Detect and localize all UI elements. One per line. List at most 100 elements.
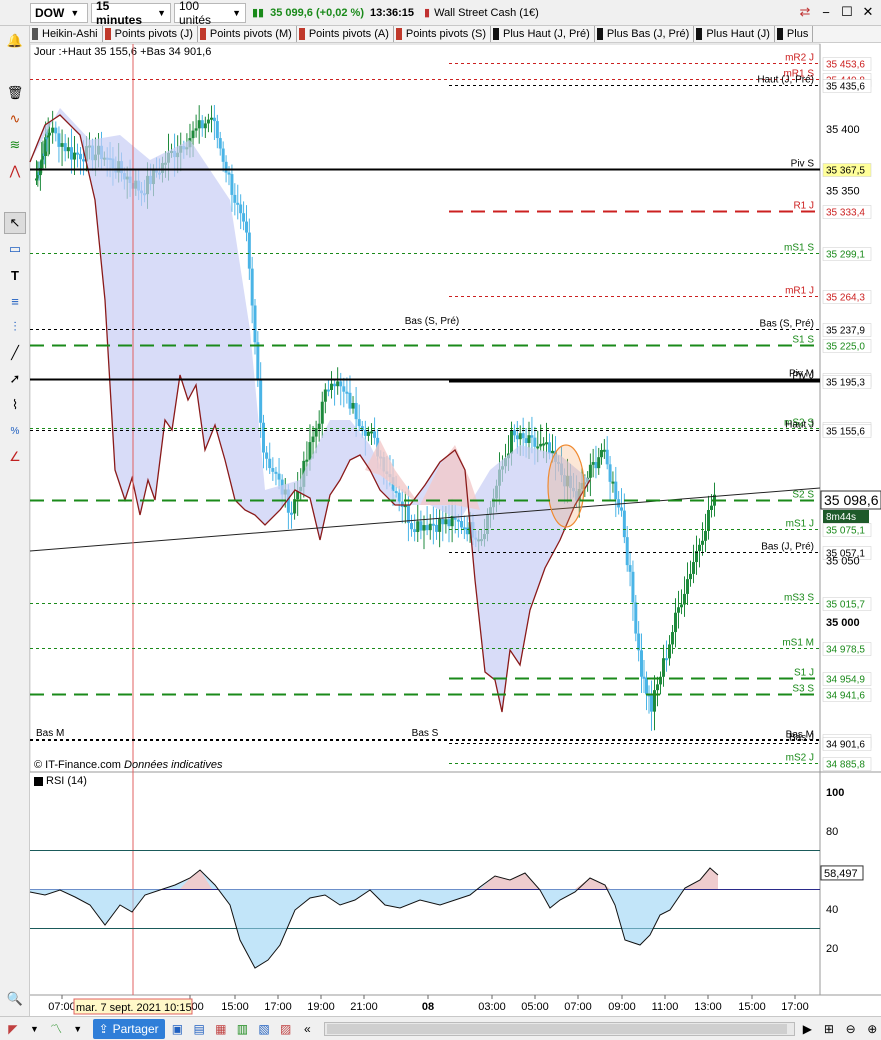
crosshair-time-label: mar. 7 sept. 2021 10:15 xyxy=(76,1002,192,1014)
candle-body xyxy=(363,430,367,436)
compare-icon[interactable]: ▥ xyxy=(236,1021,249,1036)
scroll-right-icon[interactable]: ▶ xyxy=(802,1021,812,1036)
indicator-icon[interactable]: ▦ xyxy=(215,1021,227,1036)
sync-icon[interactable]: ⇄ xyxy=(799,4,811,19)
swatch xyxy=(776,28,783,40)
tab-indicator[interactable]: Points pivots (S) xyxy=(394,26,491,42)
scroll-left-icon[interactable]: « xyxy=(303,1021,311,1036)
zoom-in-icon[interactable]: ⊕ xyxy=(867,1021,878,1036)
countdown-label: 8m44s xyxy=(826,512,856,523)
chevron-down-icon[interactable]: ▼ xyxy=(73,1023,83,1034)
line-tool-icon[interactable]: ╱ xyxy=(11,345,19,360)
units-select[interactable]: 100 unités ▼ xyxy=(174,0,246,27)
zoom-out-icon[interactable]: ⊖ xyxy=(845,1021,856,1036)
candle-body xyxy=(536,446,540,449)
swatch xyxy=(696,28,703,40)
rsi-tick-label: 100 xyxy=(826,787,844,799)
alert-bell-icon[interactable]: 🔔 xyxy=(6,33,24,48)
instrument-name: Wall Street Cash (1€) xyxy=(434,6,539,19)
curve-tool-icon[interactable]: ∿ xyxy=(9,111,21,126)
rsi-toggle[interactable] xyxy=(34,776,43,786)
quote-icon: ▮▮ xyxy=(252,7,265,19)
polyline-tool-icon[interactable]: ⌇ xyxy=(11,397,19,412)
candle-body xyxy=(256,342,260,379)
candle-body xyxy=(677,607,680,613)
candle-body xyxy=(305,459,309,462)
symbol-select[interactable]: DOW ▼ xyxy=(30,2,88,23)
rsi-fill-overbought xyxy=(180,868,718,889)
chart-mode-icon[interactable]: 〽 xyxy=(50,1022,63,1036)
candle-body xyxy=(63,143,67,152)
share-button[interactable]: ⇪ Partager xyxy=(92,1018,165,1039)
timeframe-select[interactable]: 15 minutes ▼ xyxy=(91,0,171,27)
candle-body xyxy=(425,525,429,531)
fibonacci-fan-icon[interactable]: ⫶ xyxy=(13,319,17,334)
tab-indicator[interactable]: Plus Bas (J, Pré) xyxy=(595,26,695,42)
time-scrollbar[interactable] xyxy=(324,1021,795,1036)
candle-body xyxy=(518,433,522,440)
candle-body xyxy=(262,422,265,453)
candle-body xyxy=(683,593,686,605)
candle-body xyxy=(622,510,626,538)
screenshot-icon[interactable]: ▣ xyxy=(171,1021,184,1036)
tab-label: Points pivots (M) xyxy=(209,28,292,40)
level-label: Bas (S, Pré) xyxy=(760,319,814,330)
moving-average-line xyxy=(29,114,591,713)
angle-tool-icon[interactable]: ∠ xyxy=(9,449,21,464)
rsi-fill xyxy=(30,868,718,968)
bottom-toolbar: ◤ ▼ 〽 ▼ ⇪ Partager ▣ ▤ ▦ ▥ ▧ ▨ « ▶ ⊞ ⊖ ⊕ xyxy=(0,1016,881,1040)
left-toolbar: 🔔 🗑 ∿ ≋ ⋀ ↖ ▭ T ≡ ⫶ ╱ ➚ ⌇ % ∠ 🔍 xyxy=(0,26,30,1016)
level-value-box xyxy=(822,424,872,438)
candle-body xyxy=(44,137,48,156)
candle-body xyxy=(397,492,401,502)
minimize-icon[interactable]: − xyxy=(822,4,830,20)
template-icon[interactable]: ▧ xyxy=(258,1021,270,1036)
candle-body xyxy=(200,120,204,129)
tab-indicator[interactable]: Plus Haut (J) xyxy=(694,26,775,42)
arrow-tool-icon[interactable]: ➚ xyxy=(9,371,21,386)
close-icon[interactable]: ✕ xyxy=(862,4,874,19)
swatch xyxy=(32,28,38,40)
tab-indicator[interactable]: Points pivots (M) xyxy=(198,26,297,42)
level-label: Piv M xyxy=(789,369,814,380)
candle-body xyxy=(410,523,413,530)
candle-body xyxy=(323,389,327,402)
text-tool-icon[interactable]: T xyxy=(11,267,19,283)
tab-indicator[interactable]: Points pivots (A) xyxy=(297,26,394,42)
layout-icon[interactable]: ▤ xyxy=(193,1021,205,1036)
candle-body xyxy=(462,527,466,530)
candle-body xyxy=(548,442,551,454)
candle-body xyxy=(259,378,263,423)
level-label: S1 S xyxy=(792,335,814,346)
zoom-fit-icon[interactable]: ⊞ xyxy=(823,1021,834,1036)
tab-indicator[interactable]: Plus xyxy=(775,26,814,42)
fibonacci-icon[interactable]: ≡ xyxy=(11,293,19,309)
candle-body xyxy=(247,232,251,269)
chevron-down-icon[interactable]: ▼ xyxy=(30,1023,39,1034)
candle-body xyxy=(707,509,710,531)
tab-chart-type[interactable]: Heikin-Ashi xyxy=(30,26,103,42)
candle-body xyxy=(650,694,653,712)
tab-indicator[interactable]: Points pivots (J) xyxy=(103,26,198,42)
cursor-icon[interactable]: ↖ xyxy=(4,212,26,234)
maximize-icon[interactable]: ☐ xyxy=(841,4,853,19)
level-value: 34 954,9 xyxy=(826,675,865,686)
fan-tool-icon[interactable]: ⋀ xyxy=(9,163,21,178)
countdown-box xyxy=(823,510,869,523)
zoom-tool-icon[interactable]: 🔍 xyxy=(6,991,24,1006)
level-value: 35 225,0 xyxy=(826,342,865,353)
quote-time: 13:36:15 xyxy=(369,6,415,19)
tab-indicator[interactable]: Plus Haut (J, Pré) xyxy=(491,26,595,42)
candle-body xyxy=(453,515,457,520)
candle-body xyxy=(515,435,519,440)
trend-channel-icon[interactable]: ≋ xyxy=(9,137,21,152)
tab-label: Plus Haut (J) xyxy=(706,28,770,40)
trash-icon[interactable]: 🗑 xyxy=(6,85,24,100)
print-icon[interactable]: ▨ xyxy=(280,1021,292,1036)
scroll-thumb[interactable] xyxy=(327,1023,788,1034)
candle-body xyxy=(46,135,50,138)
rectangle-tool-icon[interactable]: ▭ xyxy=(8,241,22,256)
percent-tool-icon[interactable]: % xyxy=(10,425,20,437)
candle-body xyxy=(35,178,38,181)
